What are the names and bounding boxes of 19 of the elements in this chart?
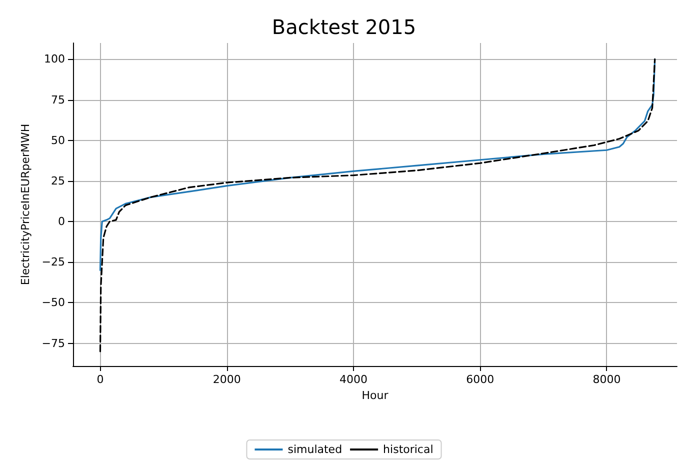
legend-label: simulated xyxy=(288,443,342,456)
legend-label: historical xyxy=(383,443,434,456)
x-tick-label: 8000 xyxy=(592,373,621,386)
y-axis-title: ElectricityPriceInEURperMWH xyxy=(18,124,32,286)
x-axis-title: Hour xyxy=(362,388,389,402)
line-series xyxy=(99,58,656,352)
x-tick-label: 2000 xyxy=(212,373,241,386)
x-tick-label: 4000 xyxy=(339,373,368,386)
x-tick-label: 6000 xyxy=(466,373,494,386)
chart-title: Backtest 2015 xyxy=(272,15,416,39)
y-tick-label: 0 xyxy=(58,215,65,228)
y-tick-label: −25 xyxy=(42,256,65,269)
y-tick-label: −75 xyxy=(42,336,65,350)
x-tick-label: 0 xyxy=(96,373,104,386)
y-tick-label: 50 xyxy=(51,134,65,147)
y-tick-label: 100 xyxy=(44,52,65,66)
y-tick-label: 25 xyxy=(51,174,65,188)
y-tick-label: −50 xyxy=(42,296,65,310)
y-tick-label: 75 xyxy=(51,93,65,106)
